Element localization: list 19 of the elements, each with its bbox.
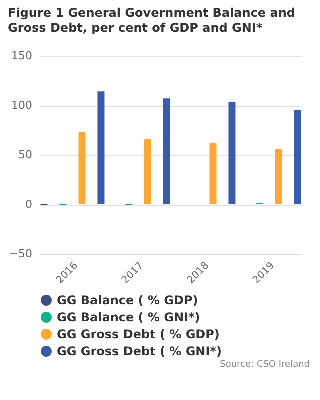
legend-label: GG Balance ( % GDP) — [57, 294, 198, 308]
chart-title: Figure 1 General Government Balance and Gross Debt, per cent of GDP and GNI* — [7, 5, 296, 36]
legend-label: GG Gross Debt ( % GNI*) — [57, 344, 222, 358]
legend-label: GG Balance ( % GNI*) — [57, 310, 200, 324]
y-tick-label: 150 — [12, 50, 32, 62]
bar — [294, 110, 302, 204]
bar — [98, 92, 105, 204]
bar — [78, 132, 86, 204]
y-tick-label: −50 — [9, 248, 32, 260]
legend-label: GG Gross Debt ( % GDP) — [57, 328, 220, 342]
bar — [163, 98, 170, 204]
bar — [210, 143, 217, 204]
y-tick-label: 50 — [18, 148, 32, 162]
source-note: Source: CSO Ireland — [219, 360, 311, 370]
bar — [275, 149, 282, 204]
bar — [228, 102, 236, 204]
y-tick-label: 100 — [12, 99, 32, 112]
bar — [144, 139, 152, 204]
y-tick-label: 0 — [26, 198, 32, 211]
